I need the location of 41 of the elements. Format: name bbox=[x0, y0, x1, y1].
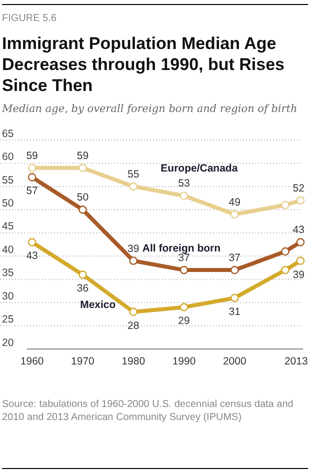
y-tick-label: 55 bbox=[2, 174, 14, 186]
data-label: 39 bbox=[128, 242, 140, 255]
y-tick-label: 25 bbox=[2, 314, 14, 326]
y-tick-label: 30 bbox=[2, 290, 14, 302]
x-tick-label: 1970 bbox=[71, 355, 95, 368]
data-label: 43 bbox=[26, 250, 38, 262]
data-label: 37 bbox=[178, 252, 190, 264]
data-label: 50 bbox=[76, 192, 89, 204]
y-tick-label: 50 bbox=[2, 198, 14, 210]
data-label: 29 bbox=[178, 315, 190, 328]
y-tick-label: 20 bbox=[2, 336, 14, 349]
y-tick-label: 40 bbox=[2, 244, 14, 256]
caption: FIGURE 5.6 bbox=[2, 13, 56, 24]
y-tick-label: 45 bbox=[2, 220, 14, 233]
data-label: 53 bbox=[178, 178, 190, 190]
data-label: 49 bbox=[228, 196, 241, 208]
series-label: Mexico bbox=[80, 298, 116, 311]
data-label: 55 bbox=[128, 168, 140, 180]
x-tick-label: 1960 bbox=[20, 355, 44, 368]
x-tick-label: 2013 bbox=[284, 355, 308, 368]
data-label: 39 bbox=[292, 268, 305, 281]
chart-subtitle: Median age, by overall foreign born and region of birth bbox=[2, 103, 298, 115]
x-tick-label: 1990 bbox=[172, 355, 196, 368]
data-label: 36 bbox=[76, 282, 89, 295]
x-tick-label: 2000 bbox=[222, 355, 246, 368]
series-label: All foreign born bbox=[142, 242, 221, 255]
source-note: Source: tabulations of 1960-2000 U.S. decennial census data and 2010 and 2013 American Community Survey (IPUMS) bbox=[2, 398, 294, 424]
data-label: 28 bbox=[128, 320, 140, 332]
data-label: 37 bbox=[228, 252, 241, 264]
y-tick-label: 35 bbox=[2, 267, 14, 280]
x-tick-label: 1980 bbox=[122, 355, 146, 368]
data-label: 31 bbox=[228, 306, 241, 318]
data-label: 43 bbox=[292, 224, 305, 236]
data-label: 57 bbox=[26, 185, 38, 198]
y-tick-label: 65 bbox=[2, 128, 14, 140]
series-label: Europe/Canada bbox=[160, 162, 238, 174]
data-label: 59 bbox=[26, 150, 38, 162]
data-label: 59 bbox=[76, 150, 89, 162]
data-label: 52 bbox=[292, 182, 305, 194]
y-tick-label: 60 bbox=[2, 151, 14, 164]
chart-title: Immigrant Population Median Age Decreases through 1990, but Rises Since Then bbox=[2, 33, 286, 96]
